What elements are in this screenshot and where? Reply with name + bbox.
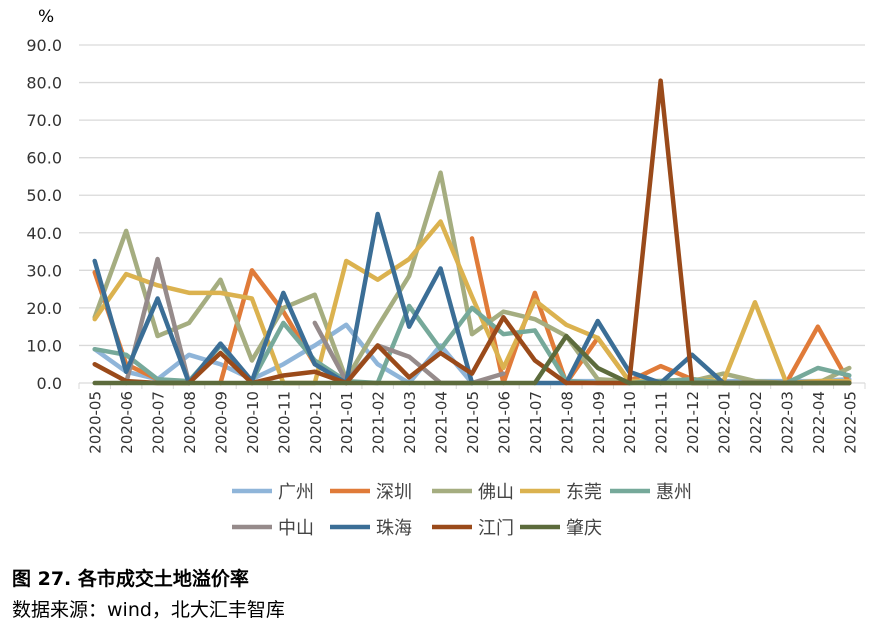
x-tick-label: 2021-09 xyxy=(590,391,608,454)
legend-label: 珠海 xyxy=(376,518,412,539)
y-tick-label: 60.0 xyxy=(26,149,62,168)
figure-title: 图 27. 各市成交土地溢价率 xyxy=(12,568,249,590)
x-tick-label: 2021-01 xyxy=(338,391,356,454)
y-tick-label: 80.0 xyxy=(26,74,62,93)
x-tick-label: 2020-10 xyxy=(244,391,262,454)
series-line-江门 xyxy=(92,78,852,386)
x-tick-label: 2021-12 xyxy=(684,391,702,454)
legend-label: 中山 xyxy=(278,518,314,539)
x-tick-label: 2021-07 xyxy=(527,391,545,454)
x-tick-label: 2020-08 xyxy=(181,391,199,454)
x-tick-label: 2020-07 xyxy=(150,391,168,454)
x-tick-label: 2022-04 xyxy=(810,391,828,454)
y-tick-label: 30.0 xyxy=(26,261,62,280)
legend-label: 江门 xyxy=(478,518,514,539)
y-tick-label: 70.0 xyxy=(26,111,62,130)
y-tick-label: 90.0 xyxy=(26,36,62,55)
x-tick-label: 2022-02 xyxy=(747,391,765,454)
legend-label: 东莞 xyxy=(566,482,602,503)
legend-label: 肇庆 xyxy=(566,518,602,539)
y-tick-label: 20.0 xyxy=(26,299,62,318)
x-tick-label: 2020-05 xyxy=(87,391,105,454)
x-tick-label: 2022-03 xyxy=(778,391,796,454)
legend-label: 惠州 xyxy=(656,482,692,503)
figure-source: 数据来源：wind，北大汇丰智库 xyxy=(12,599,285,621)
line-chart: % 0.0 10.0 20.0 30.0 40.0 50.0 60.0 70.0 80.0 90.0… xyxy=(26,7,866,539)
x-tick-label: 2022-01 xyxy=(716,391,734,454)
x-tick-label: 2021-04 xyxy=(433,391,451,454)
x-tick-label: 2021-08 xyxy=(558,391,576,454)
x-tick-label: 2021-03 xyxy=(401,391,419,454)
x-tick-label: 2021-05 xyxy=(464,391,482,454)
y-tick-label: 10.0 xyxy=(26,336,62,355)
x-tick-label: 2021-02 xyxy=(370,391,388,454)
x-tick-label: 2022-05 xyxy=(841,391,859,454)
y-tick-label: 0.0 xyxy=(37,374,62,393)
x-tick-label: 2021-06 xyxy=(495,391,513,454)
x-tick-label: 2020-12 xyxy=(307,391,325,454)
legend-label: 深圳 xyxy=(376,482,412,503)
legend-label: 广州 xyxy=(278,482,314,503)
series-line-珠海 xyxy=(92,211,475,386)
y-axis-unit: % xyxy=(38,7,54,27)
x-tick-label: 2020-11 xyxy=(275,391,293,454)
x-tick-label: 2021-10 xyxy=(621,391,639,454)
y-tick-label: 50.0 xyxy=(26,186,62,205)
y-tick-label: 40.0 xyxy=(26,224,62,243)
x-tick-label: 2020-09 xyxy=(212,391,230,454)
legend-label: 佛山 xyxy=(478,482,514,503)
x-tick-label: 2021-11 xyxy=(653,391,671,454)
x-tick-label: 2020-06 xyxy=(118,391,136,454)
